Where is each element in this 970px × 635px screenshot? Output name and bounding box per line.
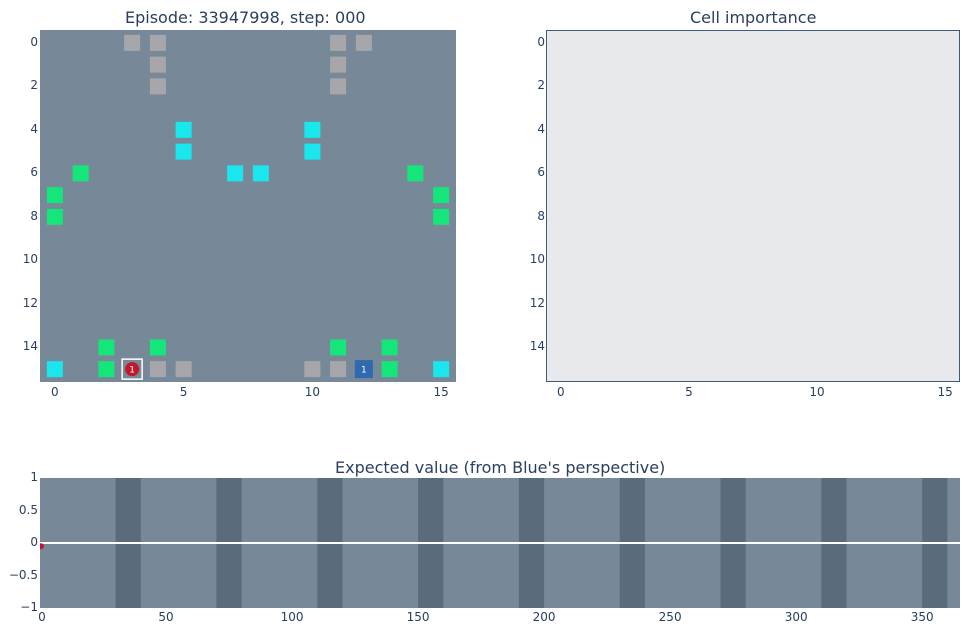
value-y-tick: 1 <box>30 470 38 484</box>
value-x-tick: 350 <box>910 610 934 624</box>
green-cell <box>407 165 424 182</box>
cyan-cell <box>175 121 192 138</box>
value-x-tick: 250 <box>658 610 682 624</box>
cyan-cell <box>252 165 269 182</box>
gray-cell <box>149 34 166 51</box>
importance-y-tick: 12 <box>529 295 545 310</box>
value-x-tick: 200 <box>532 610 556 624</box>
gray-cell <box>149 56 166 73</box>
importance-y-tick: 2 <box>537 78 545 93</box>
value-chart[interactable] <box>40 478 960 608</box>
board-background <box>40 30 456 382</box>
board-y-tick: 0 <box>30 34 38 49</box>
importance-y-tick: 6 <box>537 165 545 180</box>
value-y-tick: 0 <box>30 535 38 549</box>
value-y-tick: −0.5 <box>8 567 38 582</box>
value-x-tick: 150 <box>406 610 430 624</box>
cyan-cell <box>304 143 321 160</box>
red-unit-marker <box>125 362 140 377</box>
green-cell <box>149 339 166 356</box>
importance-y-tick: 14 <box>529 339 545 354</box>
green-cell <box>46 187 63 204</box>
green-cell <box>433 187 450 204</box>
board-x-tick: 10 <box>304 385 321 399</box>
gray-cell <box>355 34 372 51</box>
value-x-tick: 50 <box>158 610 174 624</box>
red-unit[interactable]: 1 <box>121 358 143 380</box>
green-cell <box>381 361 398 378</box>
gray-cell <box>149 361 166 378</box>
gray-cell <box>330 78 347 95</box>
board-x-tick: 5 <box>179 385 188 399</box>
value-chart-title: Expected value (from Blue's perspective) <box>335 458 666 477</box>
board-y-tick: 4 <box>30 121 38 136</box>
green-cell <box>46 208 63 225</box>
green-cell <box>98 339 115 356</box>
green-cell <box>72 165 89 182</box>
blue-unit-marker <box>354 360 373 379</box>
importance-y-tick: 8 <box>537 208 545 223</box>
gray-cell <box>149 78 166 95</box>
unit-label: 1 <box>361 366 367 376</box>
board-y-tick: 12 <box>22 295 38 310</box>
cyan-cell <box>175 143 192 160</box>
importance-title: Cell importance <box>690 8 817 27</box>
importance-y-tick: 10 <box>529 252 545 267</box>
cyan-cell <box>227 165 244 182</box>
cyan-cell <box>304 121 321 138</box>
green-cell <box>433 208 450 225</box>
gray-cell <box>175 361 192 378</box>
value-y-tick: 0.5 <box>18 502 38 517</box>
board-y-tick: 14 <box>22 339 38 354</box>
gray-cell <box>330 34 347 51</box>
value-x-tick: 100 <box>280 610 304 624</box>
value-point[interactable] <box>40 543 44 550</box>
value-x-tick: 300 <box>784 610 808 624</box>
board-y-tick: 10 <box>22 252 38 267</box>
unit-label: 1 <box>129 366 135 376</box>
importance-x-tick: 5 <box>685 385 693 399</box>
importance-y-tick: 0 <box>537 34 545 49</box>
importance-x-tick: 0 <box>556 385 565 399</box>
board-x-tick: 15 <box>433 385 449 399</box>
board-y-tick: 8 <box>30 208 38 223</box>
importance-y-tick: 4 <box>537 121 545 136</box>
board-x-tick: 0 <box>51 385 59 399</box>
green-cell <box>381 339 398 356</box>
gray-cell <box>304 361 321 378</box>
green-cell <box>98 361 115 378</box>
importance-x-tick: 15 <box>937 385 953 399</box>
selection-outline <box>121 358 143 380</box>
cyan-cell <box>46 361 63 378</box>
cyan-cell <box>433 361 450 378</box>
green-cell <box>330 339 347 356</box>
value-y-tick: −1 <box>20 600 38 614</box>
board-y-tick: 6 <box>30 165 38 180</box>
importance-x-tick: 10 <box>809 385 825 399</box>
blue-unit[interactable]: 1 <box>354 360 373 379</box>
gray-cell <box>330 361 347 378</box>
gray-cell <box>124 34 141 51</box>
board-y-tick: 2 <box>30 78 38 93</box>
importance-heatmap[interactable] <box>546 30 960 382</box>
value-x-tick: 0 <box>38 610 46 624</box>
board-title: Episode: 33947998, step: 000 <box>125 8 366 27</box>
gray-cell <box>330 56 347 73</box>
